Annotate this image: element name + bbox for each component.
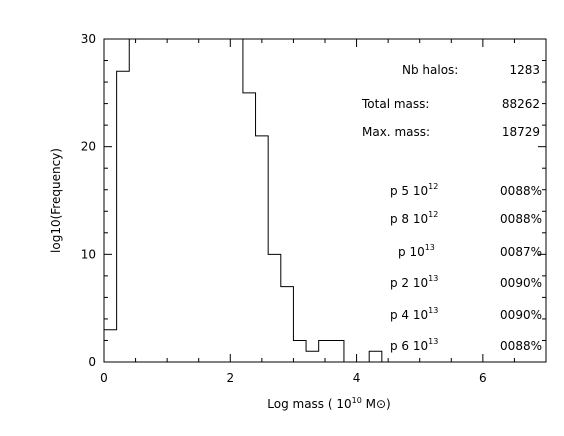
mass-threshold-percent: 0088%: [500, 212, 542, 226]
x-tick-label: 4: [353, 371, 361, 385]
x-axis-label: Log mass ( 1010 M⊙): [267, 396, 390, 411]
mass-threshold-label: p 1013: [398, 243, 435, 259]
mass-threshold-percent: 0088%: [500, 339, 542, 353]
mass-threshold-prefix: p 4: [390, 308, 413, 322]
axis-ticks: [103, 38, 547, 363]
mass-threshold-label: p 8 1012: [390, 210, 438, 226]
y-tick-label: 0: [88, 355, 96, 369]
mass-threshold-prefix: p 8: [390, 212, 413, 226]
mass-threshold-exponent: 13: [425, 243, 435, 252]
x-axis-label-exponent: 10: [352, 396, 362, 405]
mass-threshold-base: 10: [409, 245, 424, 259]
y-axis-label: log10(Frequency): [49, 148, 63, 253]
mass-threshold-base: 10: [413, 276, 428, 290]
stat-value: 1283: [509, 63, 540, 77]
mass-threshold-prefix: p 6: [390, 339, 413, 353]
plot-frame: [103, 38, 547, 363]
mass-threshold-exponent: 12: [428, 210, 438, 219]
mass-threshold-label: p 4 1013: [390, 306, 438, 322]
mass-threshold-label: p 5 1012: [390, 182, 438, 198]
axis-tick-labels: 0 2 4 6 0 10 20 30: [81, 32, 487, 385]
mass-threshold-percent: 0087%: [500, 245, 542, 259]
mass-threshold-base: 10: [413, 339, 428, 353]
mass-threshold-percent: 0090%: [500, 308, 542, 322]
mass-threshold-base: 10: [413, 308, 428, 322]
x-axis-label-base: 10: [336, 397, 351, 411]
y-tick-label: 30: [81, 32, 96, 46]
mass-threshold-percent: 0090%: [500, 276, 542, 290]
stat-value: 88262: [502, 97, 540, 111]
stat-value: 18729: [502, 125, 540, 139]
y-tick-label: 10: [81, 247, 96, 261]
mass-threshold-exponent: 13: [428, 306, 438, 315]
histogram-series-line: [103, 38, 433, 363]
mass-threshold-exponent: 13: [428, 337, 438, 346]
stat-label: Nb halos:: [402, 63, 458, 77]
annotations: Nb halos: 1283 Total mass: 88262 Max. mass: 1…: [361, 63, 542, 353]
x-axis-label-unit: M⊙): [362, 397, 391, 411]
mass-threshold-base: 10: [413, 184, 428, 198]
mass-threshold-prefix: p 5: [390, 184, 413, 198]
stat-label: Total mass:: [361, 97, 429, 111]
mass-threshold-prefix: p 2: [390, 276, 413, 290]
mass-threshold-exponent: 12: [428, 182, 438, 191]
y-tick-label: 20: [81, 140, 96, 154]
x-tick-label: 6: [479, 371, 487, 385]
mass-threshold-exponent: 13: [428, 274, 438, 283]
stat-label: Max. mass:: [362, 125, 430, 139]
mass-threshold-base: 10: [413, 212, 428, 226]
x-tick-label: 0: [100, 371, 108, 385]
mass-threshold-label: p 2 1013: [390, 274, 438, 290]
mass-threshold-label: p 6 1013: [390, 337, 438, 353]
x-tick-label: 2: [226, 371, 234, 385]
mass-threshold-percent: 0088%: [500, 184, 542, 198]
mass-threshold-prefix: p: [398, 245, 409, 259]
x-axis-label-prefix: Log mass (: [267, 397, 336, 411]
